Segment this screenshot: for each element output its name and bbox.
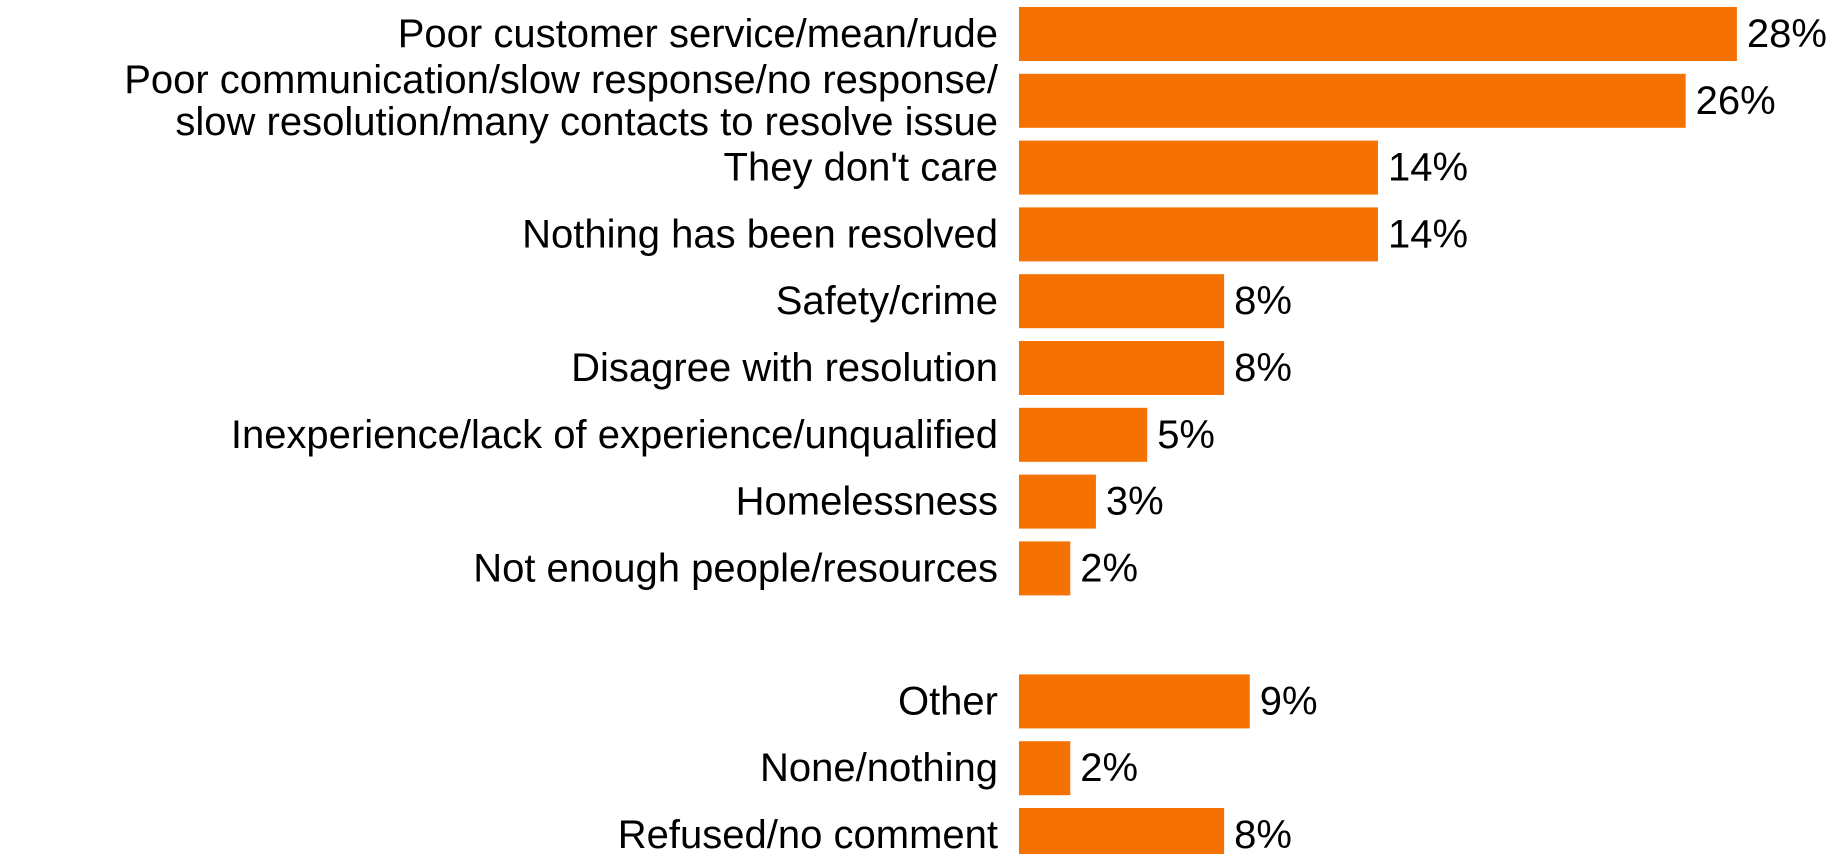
category-label-line: None/nothing <box>760 746 998 790</box>
value-label: 8% <box>1234 813 1292 854</box>
bar <box>1019 541 1071 596</box>
category-label-line: Poor communication/slow response/no resp… <box>124 58 999 102</box>
category-label: Disagree with resolution <box>571 346 998 390</box>
bar <box>1019 407 1148 462</box>
value-label: 2% <box>1080 746 1138 790</box>
bar-row: 28% Poor customer service/mean/rude <box>398 7 1827 61</box>
bar-row: 8% Disagree with resolution <box>571 341 1292 395</box>
category-label-line: Not enough people/resources <box>473 546 998 590</box>
bar-row: 8% Safety/crime <box>776 274 1292 329</box>
category-label: Poor customer service/mean/rude <box>398 12 998 56</box>
value-label: 8% <box>1234 279 1292 323</box>
value-label: 14% <box>1388 212 1468 256</box>
category-label-line: Other <box>898 679 998 723</box>
category-label: None/nothing <box>760 746 998 790</box>
bar <box>1019 73 1686 128</box>
category-label: Inexperience/lack of experience/unqualif… <box>231 413 998 457</box>
bar <box>1019 674 1250 729</box>
bar <box>1019 274 1225 329</box>
category-label-line: Nothing has been resolved <box>522 212 998 256</box>
category-label: They don't care <box>724 146 998 190</box>
bar-row: 5% Inexperience/lack of experience/unqual… <box>231 407 1215 462</box>
bar <box>1019 140 1378 195</box>
bar <box>1019 207 1378 262</box>
value-label: 28% <box>1747 12 1827 56</box>
category-label: Homelessness <box>736 480 998 524</box>
bar-row: 14% They don't care <box>724 140 1468 195</box>
value-label: 26% <box>1696 79 1776 123</box>
bar-row: 9% Other <box>898 674 1318 729</box>
bar-row: 2% None/nothing <box>760 741 1138 796</box>
category-label-line: Refused/no comment <box>618 813 998 854</box>
bar-row: 2% Not enough people/resources <box>473 541 1138 596</box>
category-label-line: Disagree with resolution <box>571 346 998 390</box>
bar-row: 3% Homelessness <box>736 474 1164 529</box>
bar <box>1019 808 1225 854</box>
category-label: Nothing has been resolved <box>522 212 998 256</box>
category-label-line: slow resolution/many contacts to resolve… <box>175 100 998 144</box>
category-label: Other <box>898 679 998 723</box>
bar <box>1019 341 1225 395</box>
bar-row: 26% Poor communication/slow response/no r… <box>124 58 1775 144</box>
bar <box>1019 7 1737 61</box>
category-label-line: Poor customer service/mean/rude <box>398 12 998 56</box>
value-label: 5% <box>1157 413 1215 457</box>
bar-row: 8% Refused/no comment <box>618 808 1292 854</box>
bar-row: 14% Nothing has been resolved <box>522 207 1468 262</box>
value-label: 9% <box>1260 679 1318 723</box>
category-label-line: Safety/crime <box>776 279 998 323</box>
category-label-line: Inexperience/lack of experience/unqualif… <box>231 413 998 457</box>
value-label: 3% <box>1106 480 1164 524</box>
category-label-line: They don't care <box>724 146 998 190</box>
category-label-line: Homelessness <box>736 480 998 524</box>
category-label: Safety/crime <box>776 279 998 323</box>
value-label: 8% <box>1234 346 1292 390</box>
value-label: 14% <box>1388 146 1468 190</box>
bar <box>1019 474 1096 529</box>
value-label: 2% <box>1080 546 1138 590</box>
category-label: Refused/no comment <box>618 813 998 854</box>
bar <box>1019 741 1071 796</box>
category-label: Poor communication/slow response/no resp… <box>124 58 999 144</box>
category-label: Not enough people/resources <box>473 546 998 590</box>
